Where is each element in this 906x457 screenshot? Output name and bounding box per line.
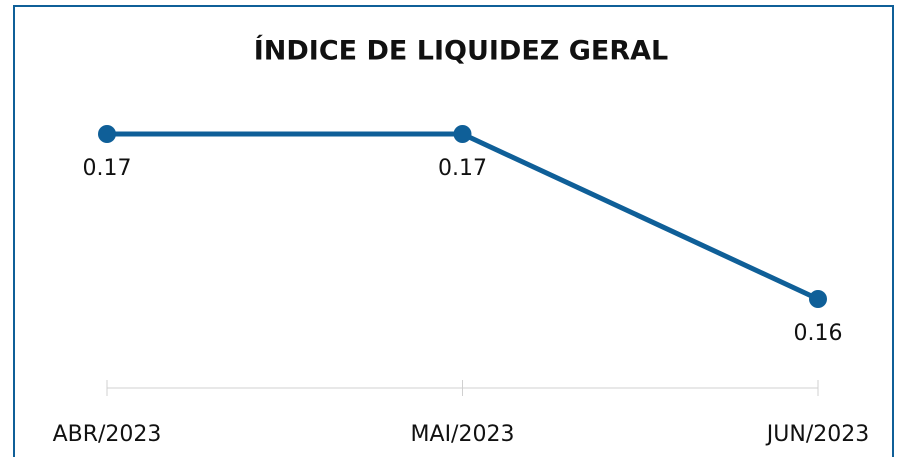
data-label: 0.17 <box>438 156 487 181</box>
data-point <box>98 125 116 143</box>
data-point <box>809 290 827 308</box>
data-point <box>453 125 472 143</box>
x-tick-label: MAI/2023 <box>411 422 515 447</box>
data-label: 0.17 <box>83 156 132 181</box>
x-tick-label: JUN/2023 <box>765 422 869 447</box>
data-label: 0.16 <box>794 321 843 346</box>
x-tick-label: ABR/2023 <box>53 422 162 447</box>
frame <box>13 5 894 457</box>
chart-title: ÍNDICE DE LIQUIDEZ GERAL <box>254 35 669 67</box>
